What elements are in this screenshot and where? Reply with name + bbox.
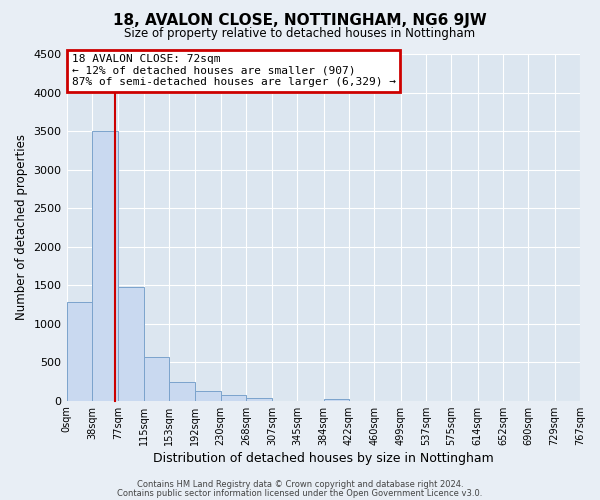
Bar [195,390,221,400]
Text: Contains HM Land Registry data © Crown copyright and database right 2024.: Contains HM Land Registry data © Crown c… [137,480,463,489]
Text: Size of property relative to detached houses in Nottingham: Size of property relative to detached ho… [124,28,476,40]
Bar [323,399,349,400]
Bar [246,398,272,400]
Bar [143,357,169,401]
Bar [118,288,143,401]
Bar [169,382,195,400]
Bar [67,302,92,400]
Y-axis label: Number of detached properties: Number of detached properties [15,134,28,320]
Bar [92,131,118,400]
X-axis label: Distribution of detached houses by size in Nottingham: Distribution of detached houses by size … [153,452,494,465]
Text: 18 AVALON CLOSE: 72sqm
← 12% of detached houses are smaller (907)
87% of semi-de: 18 AVALON CLOSE: 72sqm ← 12% of detached… [71,54,395,87]
Text: 18, AVALON CLOSE, NOTTINGHAM, NG6 9JW: 18, AVALON CLOSE, NOTTINGHAM, NG6 9JW [113,12,487,28]
Bar [221,395,246,400]
Text: Contains public sector information licensed under the Open Government Licence v3: Contains public sector information licen… [118,488,482,498]
